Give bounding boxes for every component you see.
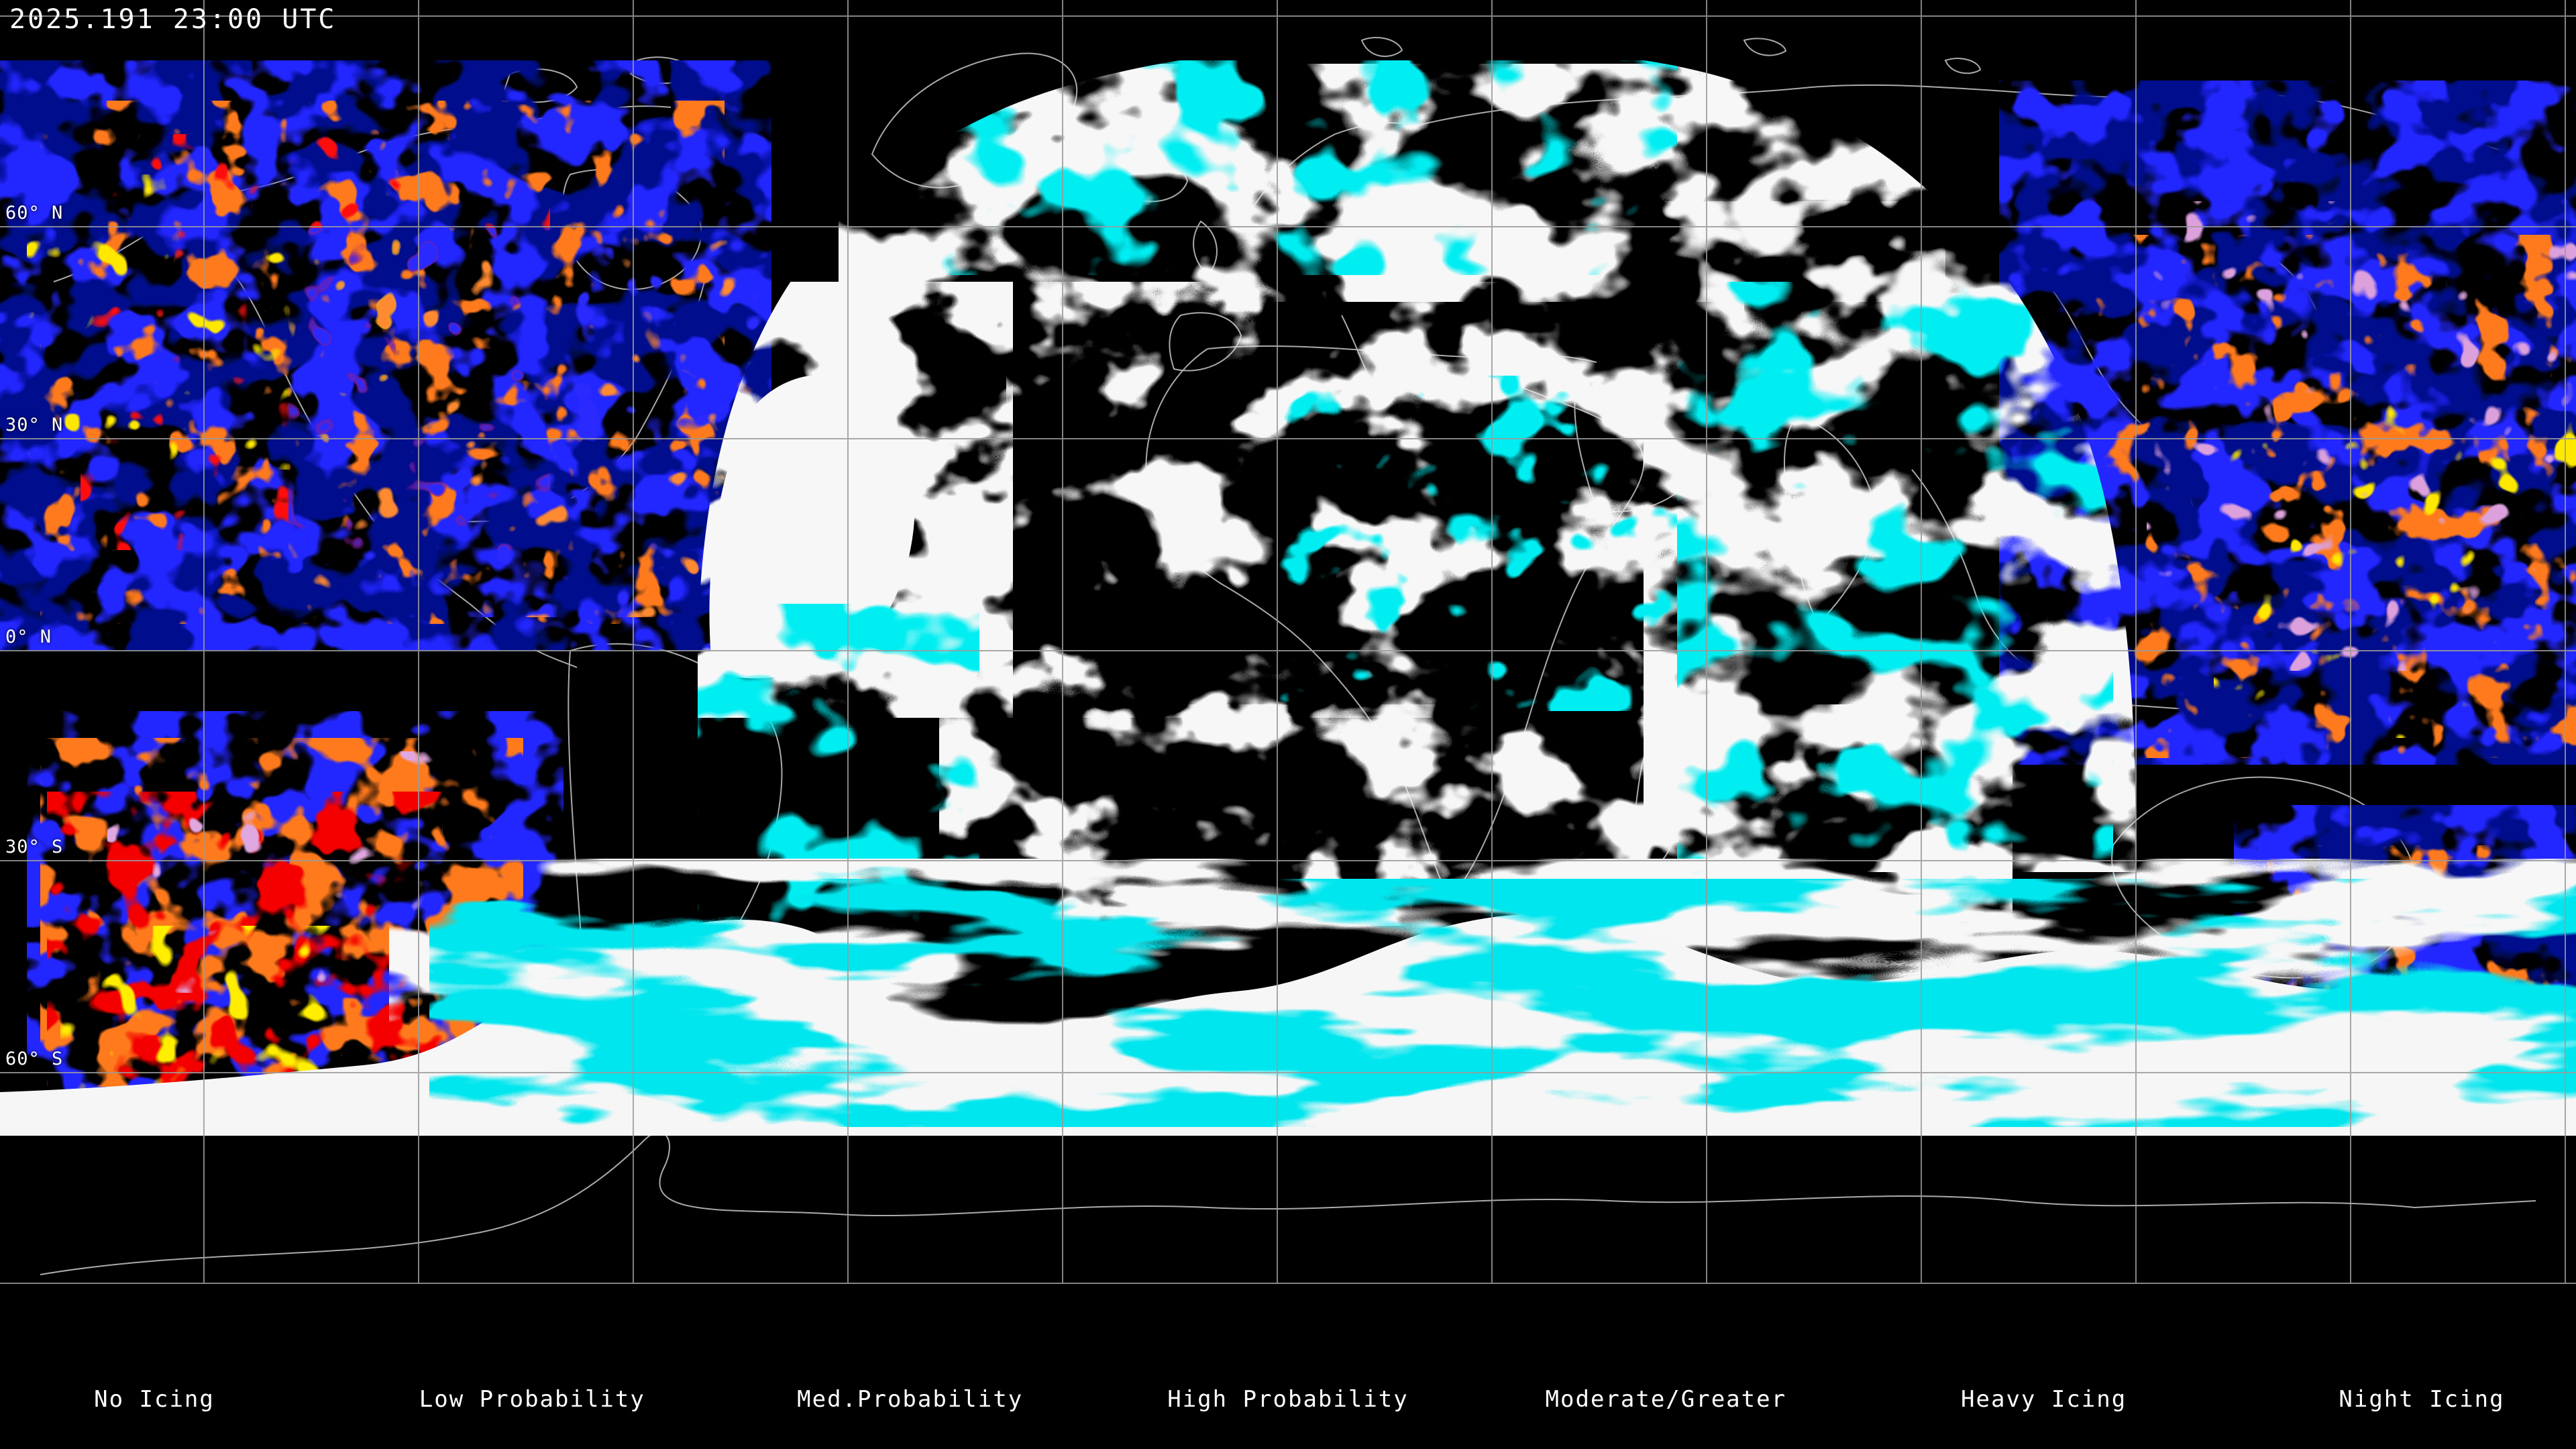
- legend-item-no-icing: No Icing Retrieval: [7, 1304, 302, 1449]
- latitude-label-0n: 0° N: [5, 627, 52, 647]
- legend-label-line1: No Icing: [94, 1386, 215, 1413]
- legend-item-low-probability: Low Probability of Light Icing: [384, 1304, 680, 1449]
- legend-label-line1: Night Icing: [2339, 1386, 2505, 1413]
- night-retrieval-field-midwest: [288, 228, 771, 617]
- night-retrieval-field-southwest: [27, 711, 564, 1100]
- day-retrieval-dome: [698, 60, 2137, 926]
- legend: No Icing Retrieval Low Probability of Li…: [0, 1304, 2576, 1449]
- legend-label-line1: Moderate/Greater: [1545, 1386, 1787, 1413]
- latitude-label-60n: 60° N: [5, 203, 64, 223]
- southern-ocean-band: [0, 859, 2576, 1136]
- legend-item-moderate-greater: Moderate/Greater Icing Likely: [1518, 1304, 1813, 1449]
- legend-label-line1: Heavy Icing: [1961, 1386, 2127, 1413]
- legend-label-line1: High Probability: [1167, 1386, 1409, 1413]
- latitude-label-30s: 30° S: [5, 837, 64, 857]
- legend-label-line1: Med.Probability: [797, 1386, 1024, 1413]
- timestamp: 2025.191 23:00 UTC: [9, 4, 337, 35]
- graticule-grid: [0, 0, 2576, 1284]
- world-icing-map: [0, 0, 2576, 1284]
- latitude-label-30n: 30° N: [5, 415, 64, 435]
- latitude-label-60s: 60° S: [5, 1049, 64, 1069]
- legend-item-high-probability: High Probability of Light Icing: [1140, 1304, 1436, 1449]
- legend-label-line1: Low Probability: [419, 1386, 645, 1413]
- legend-item-med-probability: Med.Probability of Light Icing: [763, 1304, 1058, 1449]
- legend-item-heavy-icing: Heavy Icing: [1896, 1304, 2192, 1449]
- legend-item-night-icing: Night Icing: [2274, 1304, 2569, 1449]
